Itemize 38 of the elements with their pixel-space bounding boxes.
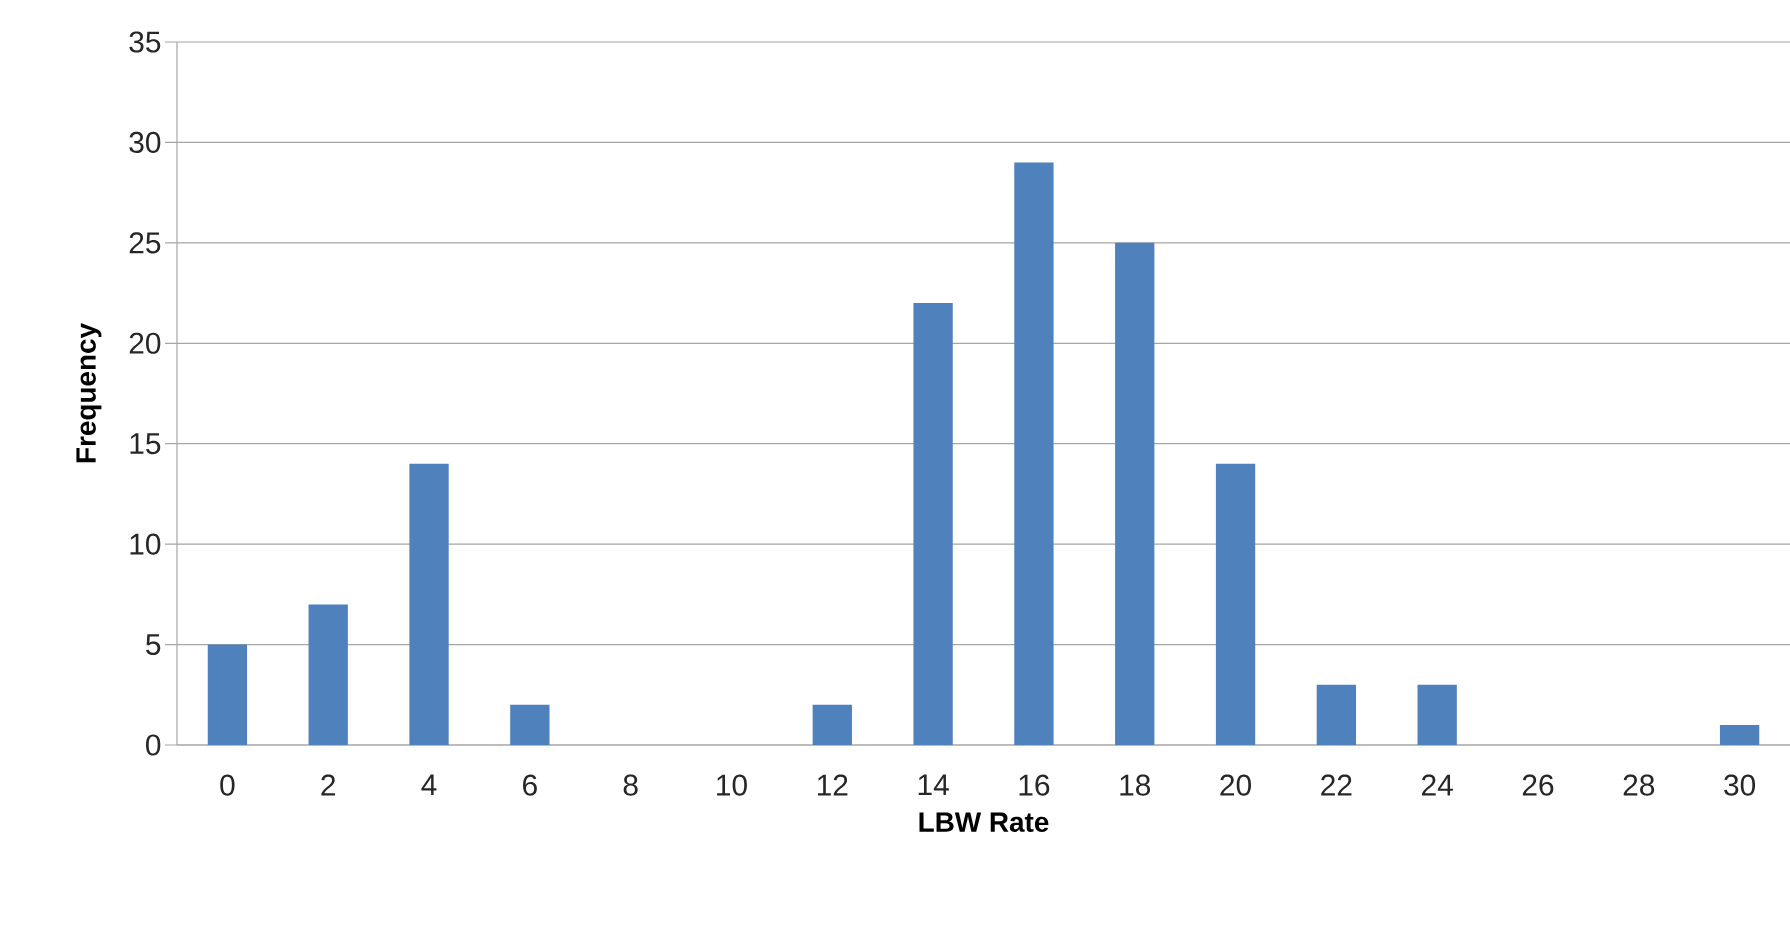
y-tick-label: 0 (146, 734, 161, 756)
x-tick-label: 2 (321, 774, 336, 796)
y-tick-label: 20 (129, 332, 161, 354)
bar (1014, 162, 1054, 745)
bar (1215, 463, 1256, 745)
bar (1115, 242, 1155, 745)
y-tick-label: 10 (130, 533, 161, 555)
x-tick-label: 10 (717, 774, 747, 796)
y-axis-title: Frequency (76, 323, 102, 463)
x-tick-label: 22 (1321, 774, 1352, 796)
y-tick-label: 35 (129, 31, 161, 53)
x-axis-title: LBW Rate (919, 812, 1049, 832)
x-tick-label: 26 (1522, 774, 1554, 796)
x-tick-label: 28 (1623, 774, 1655, 796)
bar (510, 704, 550, 745)
y-tick-label: 15 (130, 433, 161, 455)
bar (1316, 684, 1357, 745)
x-tick-label: 14 (918, 774, 949, 796)
bar (308, 604, 348, 745)
y-tick-label: 25 (129, 232, 161, 254)
bar (812, 704, 852, 745)
x-tick-label: 0 (220, 774, 235, 796)
bar (207, 644, 248, 745)
bar (1719, 724, 1760, 745)
x-tick-label: 18 (1120, 774, 1151, 796)
x-tick-label: 16 (1019, 774, 1050, 796)
x-tick-label: 8 (623, 774, 638, 796)
y-tick-label: 30 (129, 131, 161, 154)
x-tick-label: 4 (421, 774, 437, 796)
x-tick-label: 6 (523, 774, 537, 796)
bar (1417, 684, 1457, 745)
x-tick-label: 12 (817, 774, 848, 796)
bar (913, 303, 953, 745)
bar (409, 463, 449, 745)
x-tick-label: 24 (1422, 774, 1453, 796)
y-tick-label: 5 (146, 634, 161, 655)
x-tick-label: 30 (1724, 774, 1756, 796)
x-tick-label: 20 (1220, 774, 1251, 796)
